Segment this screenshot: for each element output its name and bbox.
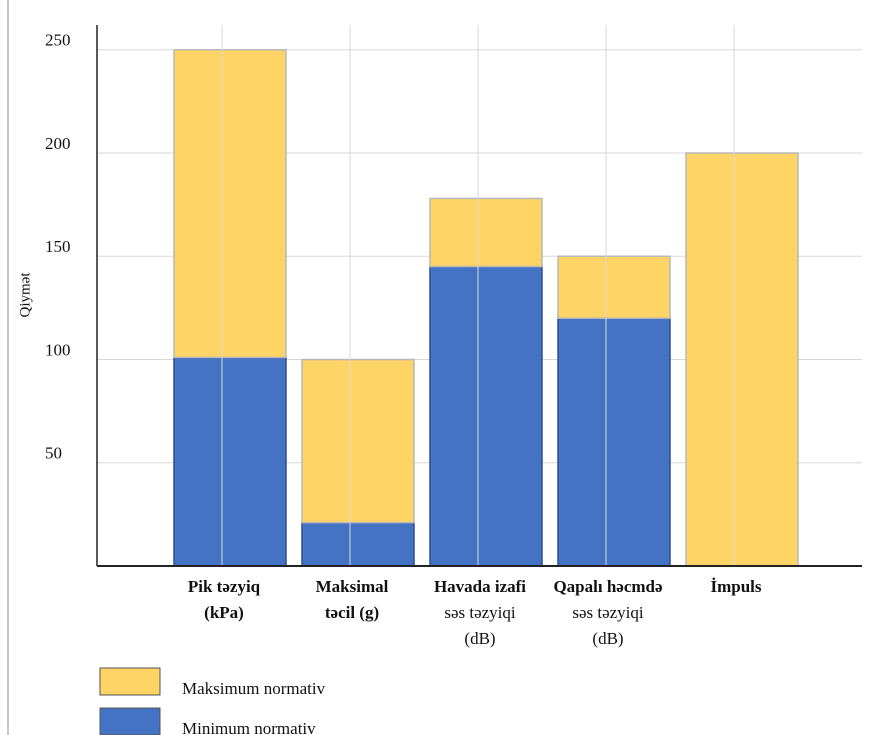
legend-label: Minimum normativ <box>182 719 316 735</box>
x-tick-label-line: Qapalı həcmdə <box>553 577 662 596</box>
x-tick-label: Pik təzyiq (kPa) <box>188 577 261 622</box>
bar-segment <box>685 152 799 567</box>
bar-segment <box>429 265 543 567</box>
x-tick-label-line: (dB) <box>464 629 495 648</box>
x-tick-label-line: təcil (g) <box>325 603 379 622</box>
bar-segment <box>173 49 287 359</box>
x-tick-label-line: Pik təzyiq <box>188 577 261 596</box>
x-tick-label-line: İmpuls <box>710 577 761 596</box>
bar-segment <box>301 521 415 567</box>
x-tick-label: İmpuls <box>710 577 761 596</box>
x-tick-label-line: (dB) <box>592 629 623 648</box>
legend-swatch <box>99 707 161 735</box>
bar-segment <box>557 317 671 567</box>
bar-segment <box>557 255 671 319</box>
y-tick-label: 50 <box>45 444 62 463</box>
y-tick-label: 150 <box>45 237 71 256</box>
x-tick-label: Maksimal təcil (g) <box>316 577 389 622</box>
y-tick-label: 250 <box>45 31 71 50</box>
x-tick-label-line: Havada izafi <box>434 577 526 596</box>
x-tick-label: Havada izafi səs təzyiqi (dB) <box>434 577 526 648</box>
y-tick-label: 200 <box>45 134 71 153</box>
bar-segment <box>301 358 415 524</box>
y-axis-label: Qiymət <box>17 272 33 318</box>
x-tick-label-line: səs təzyiqi <box>572 603 644 622</box>
legend-label: Maksimum normativ <box>182 679 326 698</box>
x-tick-label-line: səs təzyiqi <box>444 603 516 622</box>
x-tick-label: Qapalı həcmdə səs təzyiqi (dB) <box>553 577 662 648</box>
bar-segment <box>429 197 543 268</box>
x-tick-label-line: (kPa) <box>204 603 244 622</box>
legend-swatch <box>99 667 161 696</box>
x-tick-label-line: Maksimal <box>316 577 389 596</box>
bar-segment <box>173 356 287 567</box>
y-tick-label: 100 <box>45 340 71 359</box>
